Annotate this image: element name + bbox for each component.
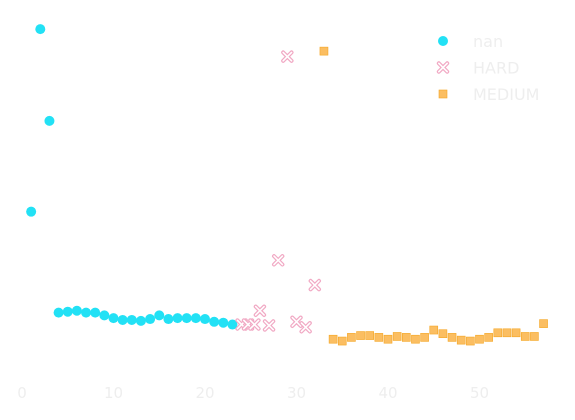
legend-label: HARD: [473, 59, 519, 78]
data-point-medium: [411, 334, 420, 344]
data-point-nan: [190, 313, 201, 324]
data-point-nan: [35, 24, 46, 35]
data-point-medium: [511, 328, 521, 338]
x-tick-label: 30: [287, 384, 306, 402]
data-point-hard: [308, 278, 321, 292]
data-point-nan: [218, 317, 229, 328]
legend-label: MEDIUM: [473, 85, 539, 104]
data-point-hard: [272, 254, 285, 267]
data-point-medium: [429, 325, 439, 335]
data-point-nan: [227, 319, 238, 330]
x-tick-label: 0: [17, 384, 27, 402]
data-point-medium: [438, 329, 448, 339]
data-point-nan: [99, 310, 110, 321]
data-point-medium: [319, 46, 329, 56]
legend: nan HARD MEDIUM: [436, 32, 539, 104]
data-point-nan: [126, 314, 137, 325]
data-point-medium: [466, 336, 475, 346]
data-point-medium: [447, 333, 457, 342]
data-point-nan: [154, 310, 165, 321]
data-point-nan: [200, 314, 210, 325]
data-point-medium: [374, 333, 384, 342]
data-point-medium: [520, 332, 530, 341]
data-point-nan: [26, 206, 37, 217]
x-tick-label: 10: [104, 384, 123, 402]
series-hard-points: [235, 50, 321, 334]
data-point-medium: [383, 334, 393, 344]
data-point-medium: [420, 333, 429, 342]
data-point-nan: [44, 115, 55, 126]
data-point-nan: [71, 305, 82, 316]
data-point-hard: [281, 50, 294, 63]
data-point-medium: [530, 332, 539, 341]
x-tick-label: 40: [378, 384, 397, 402]
data-point-nan: [117, 314, 128, 325]
data-point-nan: [209, 316, 220, 327]
data-point-medium: [401, 333, 411, 342]
data-point-medium: [347, 333, 356, 342]
data-point-medium: [484, 333, 493, 342]
data-point-nan: [81, 307, 92, 318]
data-point-hard: [299, 321, 312, 334]
data-point-nan: [181, 313, 192, 324]
x-tick-label: 50: [470, 384, 489, 402]
data-point-nan: [90, 307, 101, 318]
data-point-medium: [502, 328, 512, 338]
data-point-medium: [456, 335, 466, 345]
data-point-medium: [475, 334, 484, 344]
legend-marker-hard: [436, 61, 450, 74]
legend-item-medium: MEDIUM: [438, 85, 539, 104]
data-point-medium: [539, 319, 548, 328]
data-point-nan: [108, 313, 119, 324]
data-point-nan: [163, 314, 174, 325]
legend-marker-medium: [438, 89, 448, 99]
data-point-hard: [253, 304, 267, 317]
legend-label: nan: [473, 32, 503, 51]
data-point-hard: [248, 318, 261, 331]
data-point-hard: [290, 315, 303, 328]
data-point-medium: [493, 328, 503, 338]
plot-area: [26, 24, 548, 346]
data-point-medium: [328, 334, 338, 344]
data-point-nan: [62, 306, 73, 317]
series-nan-points: [26, 24, 238, 330]
data-point-nan: [172, 313, 183, 324]
series-medium-points: [319, 46, 548, 346]
data-point-medium: [392, 332, 402, 341]
legend-item-nan: nan: [438, 32, 503, 51]
data-point-nan: [145, 314, 156, 325]
x-tick-label: 20: [195, 384, 214, 402]
x-axis-ticks: 0 10 20 30 40 50: [17, 384, 489, 402]
legend-item-hard: HARD: [436, 59, 519, 78]
data-point-hard: [262, 319, 276, 332]
data-point-medium: [356, 331, 365, 340]
data-point-medium: [365, 331, 375, 340]
data-point-nan: [135, 315, 146, 326]
data-point-medium: [337, 336, 347, 346]
data-point-nan: [53, 307, 64, 318]
legend-marker-nan: [438, 36, 448, 46]
